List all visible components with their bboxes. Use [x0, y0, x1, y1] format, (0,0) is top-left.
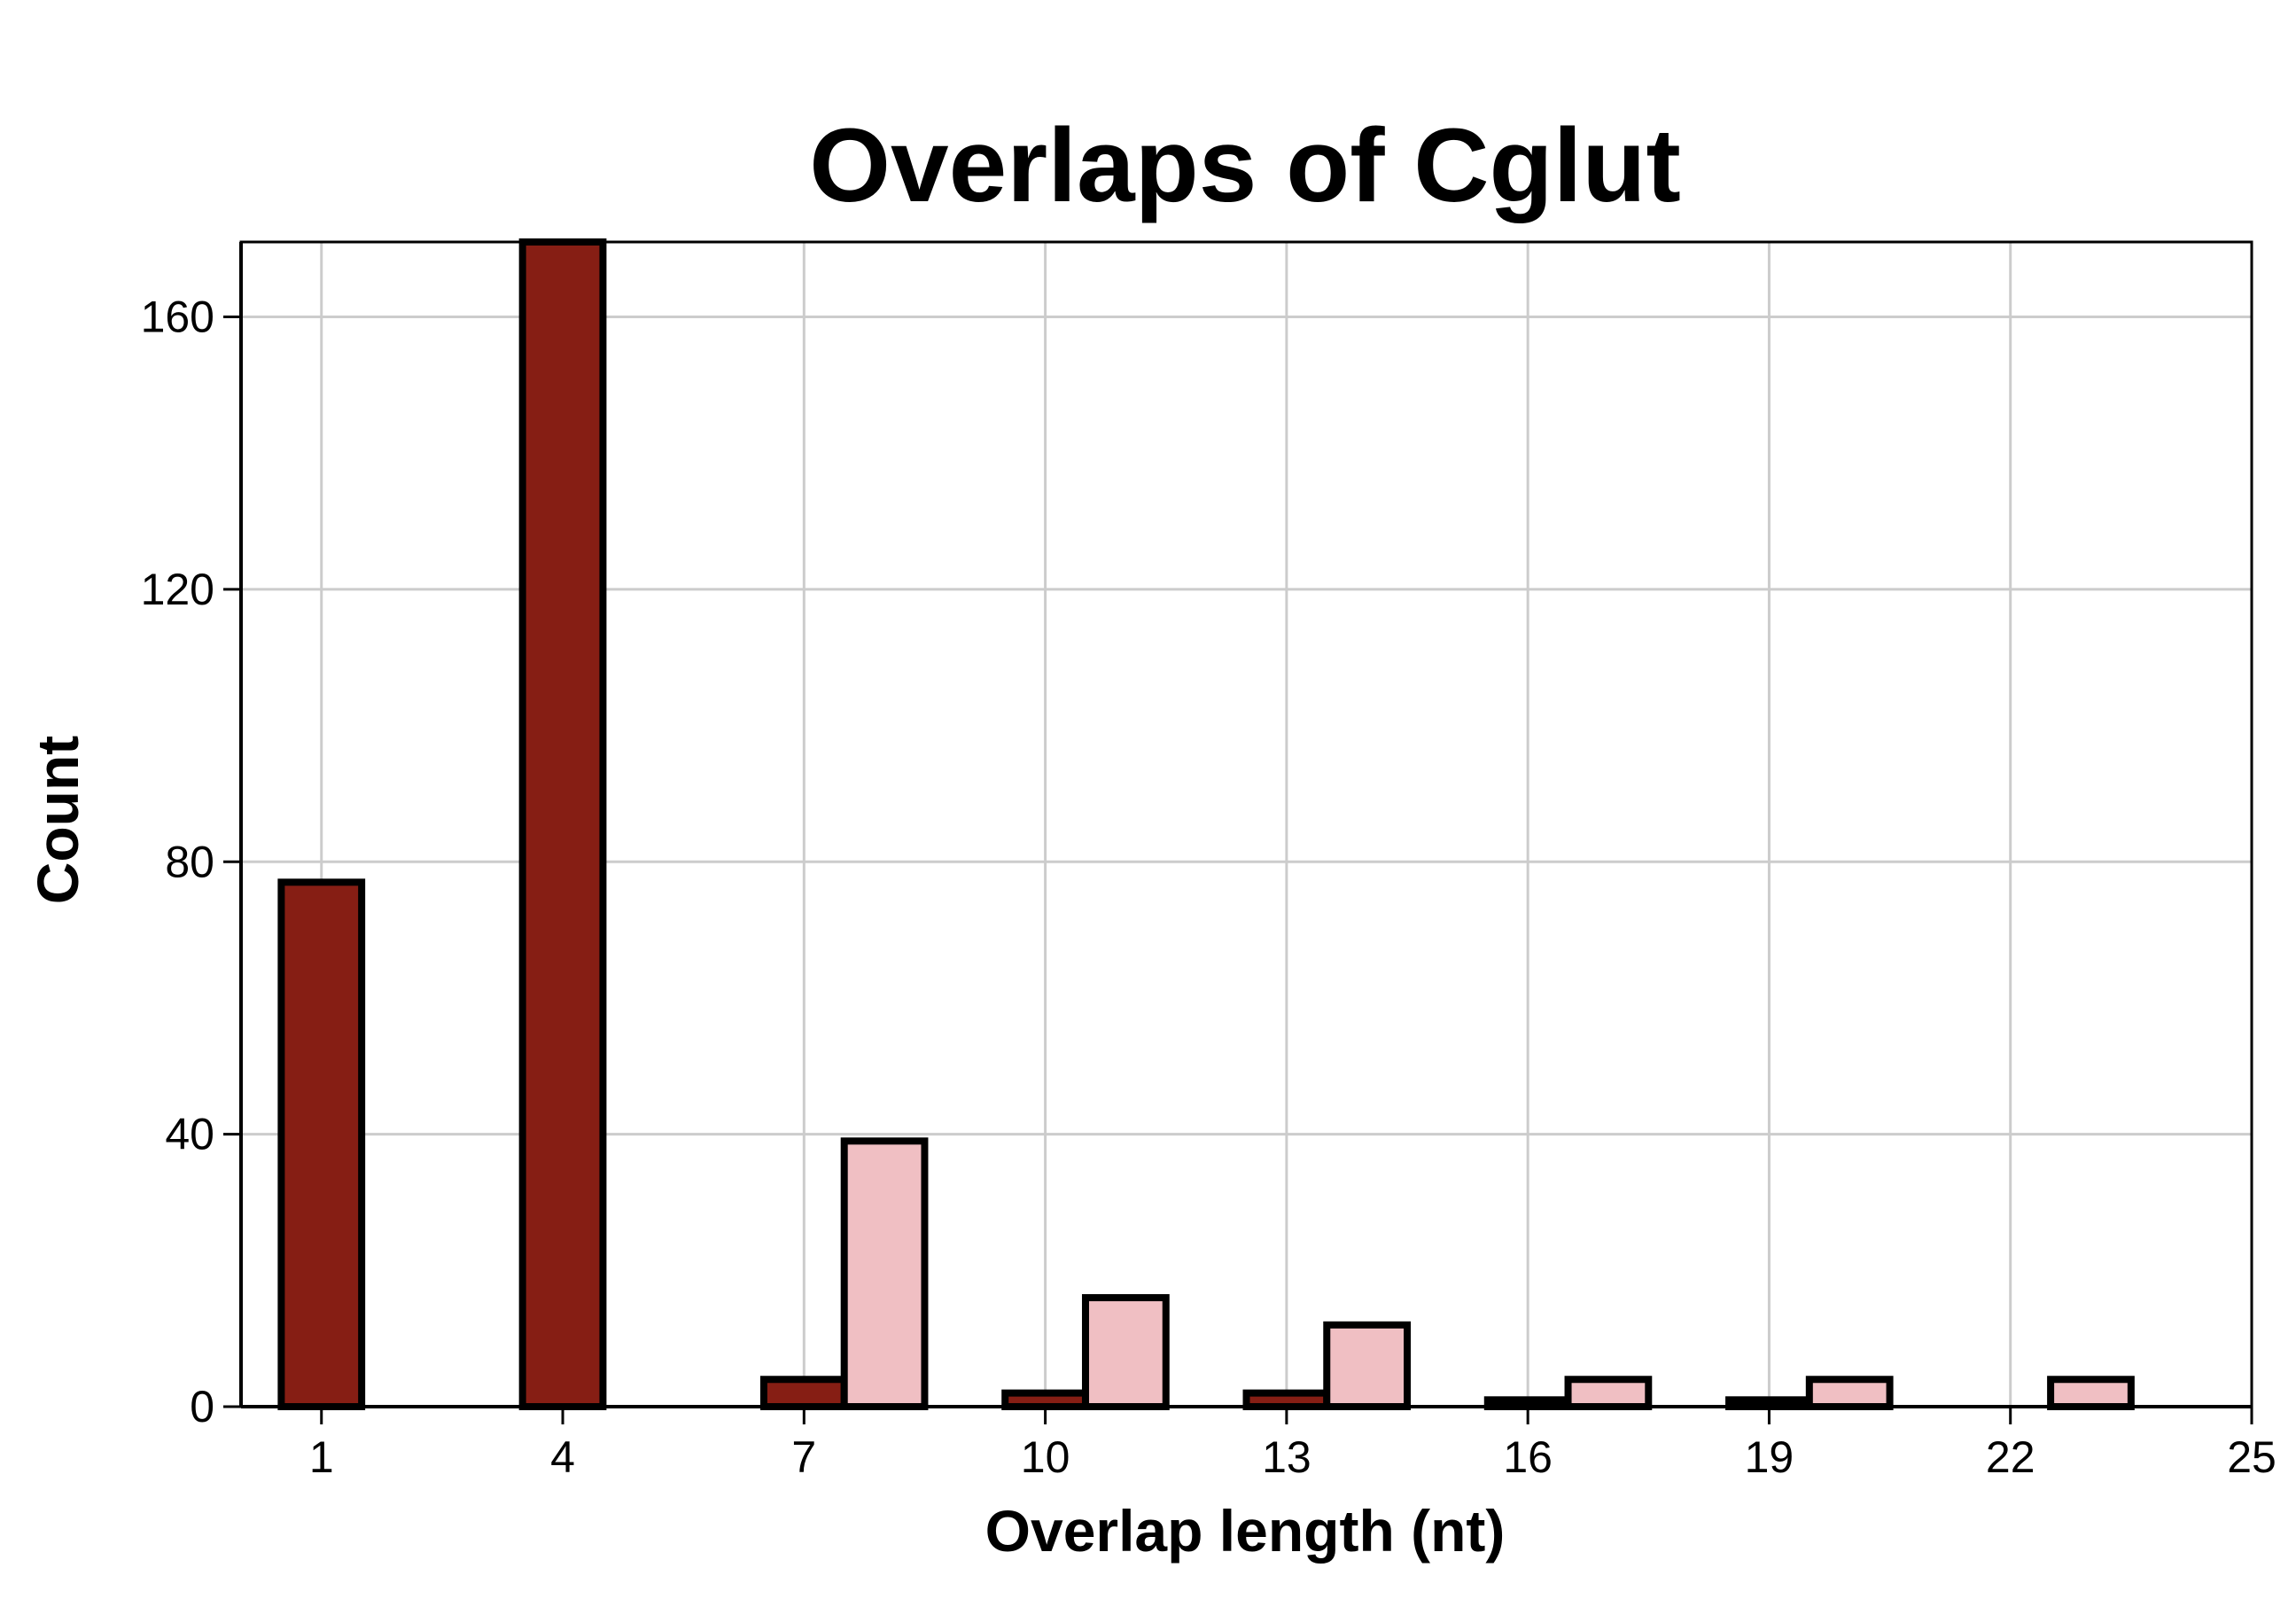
x-tick-label: 10	[1021, 1432, 1070, 1482]
bar-series-1	[518, 238, 607, 1410]
bar-series-2	[2047, 1376, 2135, 1411]
x-tick-label: 4	[550, 1432, 575, 1482]
bar-series-1	[759, 1376, 848, 1411]
bar-series-2	[1805, 1376, 1894, 1411]
bar-series-1	[1242, 1389, 1331, 1411]
bar-series-1	[277, 878, 366, 1410]
x-axis-label: Overlap length (nt)	[985, 1498, 1506, 1564]
y-tick-label: 0	[190, 1382, 214, 1431]
x-tick-label: 13	[1262, 1432, 1311, 1482]
y-tick-label: 80	[165, 837, 214, 886]
bar-series-2	[1081, 1294, 1170, 1410]
y-tick-label: 40	[165, 1110, 214, 1159]
bars	[277, 238, 2135, 1411]
bar-series-2	[840, 1137, 929, 1410]
x-tick-label: 16	[1503, 1432, 1553, 1482]
tick-labels: 1 4 7 10 13 16 19 22 25 0 40 80 120 160	[141, 292, 2277, 1482]
axes	[239, 240, 2253, 1408]
x-tick-label: 25	[2227, 1432, 2277, 1482]
y-tick-label: 120	[141, 565, 214, 614]
y-tick-label: 160	[141, 292, 214, 342]
x-tick-label: 22	[1986, 1432, 2035, 1482]
x-tick-label: 7	[791, 1432, 816, 1482]
x-tick-label: 1	[309, 1432, 334, 1482]
y-axis-label: Count	[25, 736, 90, 905]
bar-series-2	[1323, 1321, 1412, 1410]
chart-title: Overlaps of Cglut	[809, 107, 1680, 224]
x-tick-label: 19	[1745, 1432, 1794, 1482]
bar-series-1	[1001, 1389, 1089, 1411]
bar-series-2	[1564, 1376, 1653, 1411]
